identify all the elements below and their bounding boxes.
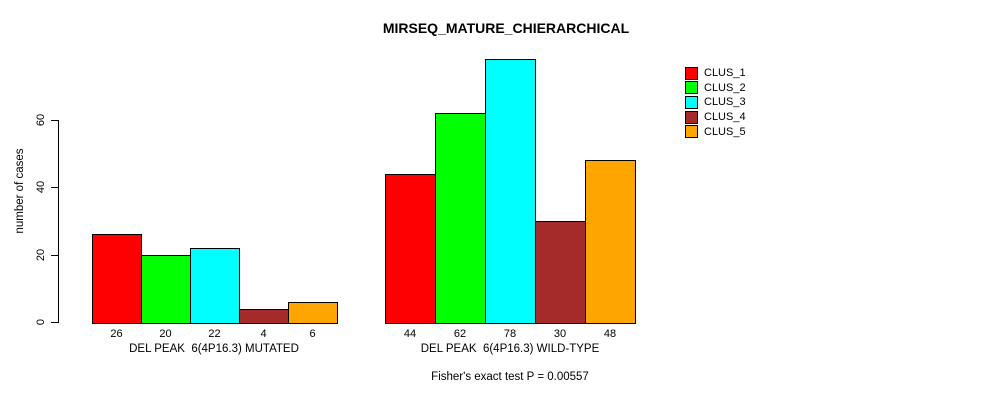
bar-clus_1-group2	[385, 173, 436, 324]
bar-value-label: 78	[503, 328, 517, 340]
bar-clus_5-group2	[585, 160, 636, 324]
legend-item-clus_4: CLUS_4	[685, 110, 746, 125]
y-axis-tick-label: 0	[35, 318, 47, 326]
bar-clus_5-group1	[288, 301, 338, 324]
bar-clus_2-group2	[435, 113, 486, 324]
legend-swatch-icon	[685, 81, 698, 95]
legend-item-clus_3: CLUS_3	[685, 95, 746, 110]
legend-swatch-icon	[685, 66, 698, 80]
legend-label: CLUS_4	[704, 111, 746, 124]
bar-value-label: 62	[453, 328, 467, 340]
bar-value-label: 44	[403, 328, 417, 340]
group-label-mutated: DEL PEAK 6(4P16.3) MUTATED	[129, 343, 299, 355]
legend-label: CLUS_5	[704, 125, 746, 138]
bar-value-label: 26	[110, 328, 123, 340]
bar-value-label: 6	[309, 328, 316, 340]
y-axis-tick	[51, 187, 58, 189]
legend-label: CLUS_2	[704, 81, 746, 94]
legend-item-clus_5: CLUS_5	[685, 124, 746, 139]
bar-clus_1-group1	[92, 234, 142, 324]
y-axis-tick-label: 20	[35, 248, 47, 261]
bar-value-label: 30	[553, 328, 567, 340]
bar-clus_4-group1	[239, 308, 289, 324]
y-axis-tick	[51, 322, 58, 323]
legend-item-clus_1: CLUS_1	[685, 66, 746, 81]
bar-value-label: 20	[159, 328, 172, 340]
bar-clus_3-group1	[190, 247, 240, 324]
bar-value-label: 4	[260, 328, 267, 340]
legend-swatch-icon	[685, 95, 698, 109]
legend-label: CLUS_3	[704, 96, 746, 109]
legend-swatch-icon	[685, 110, 698, 124]
bar-clus_3-group2	[485, 59, 536, 324]
y-axis-tick-label: 60	[35, 113, 47, 127]
bar-clus_4-group2	[535, 221, 586, 324]
bar-clus_2-group1	[141, 254, 191, 324]
legend: CLUS_1 CLUS_2 CLUS_3 CLUS_4 CLUS_5	[685, 66, 746, 139]
y-axis-tick	[51, 254, 58, 256]
y-axis-tick-label: 40	[35, 181, 47, 194]
fisher-test-annotation: Fisher's exact test P = 0.00557	[431, 371, 589, 383]
y-axis-line	[58, 120, 59, 323]
bar-value-label: 22	[208, 328, 221, 340]
y-axis-tick	[51, 120, 58, 121]
bar-value-label: 48	[603, 328, 617, 340]
legend-swatch-icon	[685, 125, 698, 139]
group-label-wild-type: DEL PEAK 6(4P16.3) WILD-TYPE	[420, 343, 600, 355]
y-axis-label: number of cases	[14, 148, 26, 234]
legend-label: CLUS_1	[704, 67, 746, 80]
chart-title: MIRSEQ_MATURE_CHIERARCHICAL	[382, 20, 630, 36]
legend-item-clus_2: CLUS_2	[685, 81, 746, 96]
